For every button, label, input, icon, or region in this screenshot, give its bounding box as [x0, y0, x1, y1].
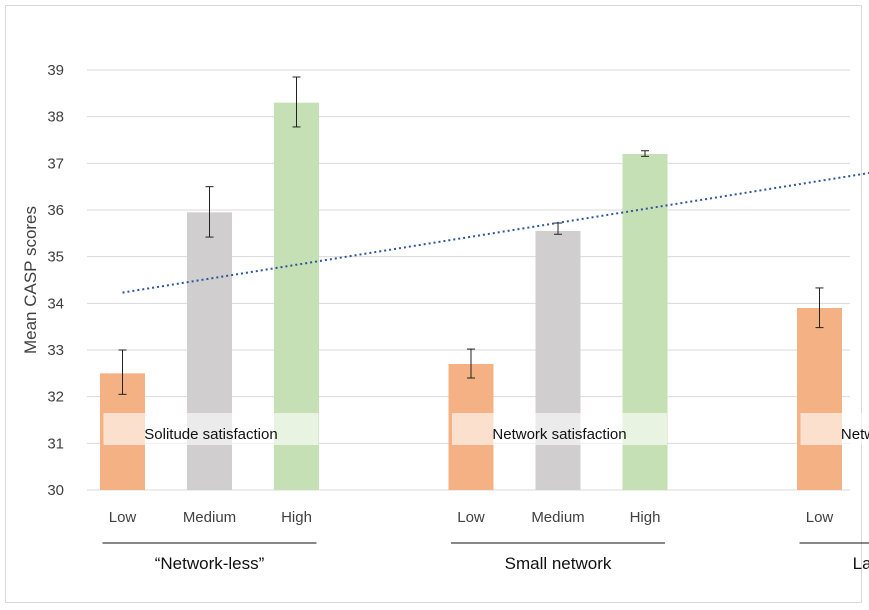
category-label: Medium: [183, 509, 236, 526]
group-band-label: Network satisfaction: [841, 426, 869, 443]
y-tick-label: 31: [47, 435, 64, 452]
bar-low: [797, 308, 842, 490]
category-label: High: [630, 509, 661, 526]
group-bands: Solitude satisfaction Network satisfactio…: [103, 413, 869, 445]
category-label: Low: [457, 509, 485, 526]
group-label: Small network: [505, 554, 612, 573]
group-band-label: Network satisfaction: [492, 426, 626, 443]
y-tick-label: 34: [47, 295, 64, 312]
bar-medium: [535, 231, 581, 490]
y-tick-label: 36: [47, 202, 64, 219]
category-label: High: [281, 509, 312, 526]
group-labels: “Network-less” Small network Large network: [102, 542, 869, 573]
y-tick-label: 38: [47, 109, 64, 126]
y-tick-label: 39: [47, 62, 64, 79]
trendline-line: [122, 171, 869, 294]
group-label: “Network-less”: [155, 554, 265, 573]
y-tick-labels: 30 31 32 33 34 35 36 37 38 39: [47, 62, 64, 499]
group-band: [452, 413, 667, 445]
bar-medium: [187, 212, 232, 491]
group-band-label: Solitude satisfaction: [144, 426, 277, 443]
category-labels: LowMediumHighLowMediumHighLowMediumHigh: [109, 509, 834, 526]
y-axis-title: Mean CASP scores: [21, 206, 40, 354]
y-tick-label: 35: [47, 249, 64, 266]
y-tick-label: 30: [47, 482, 64, 499]
y-tick-label: 32: [47, 389, 64, 406]
trendline: [122, 171, 869, 294]
group-band: [103, 413, 319, 445]
error-bars: [118, 76, 824, 395]
category-label: Low: [109, 509, 137, 526]
chart-frame: [5, 5, 862, 603]
y-tick-label: 37: [47, 155, 64, 172]
group-band: [800, 413, 869, 445]
y-tick-label: 33: [47, 342, 64, 359]
category-label: Low: [806, 509, 834, 526]
group-label: Large network: [853, 554, 869, 573]
category-label: Medium: [531, 509, 584, 526]
